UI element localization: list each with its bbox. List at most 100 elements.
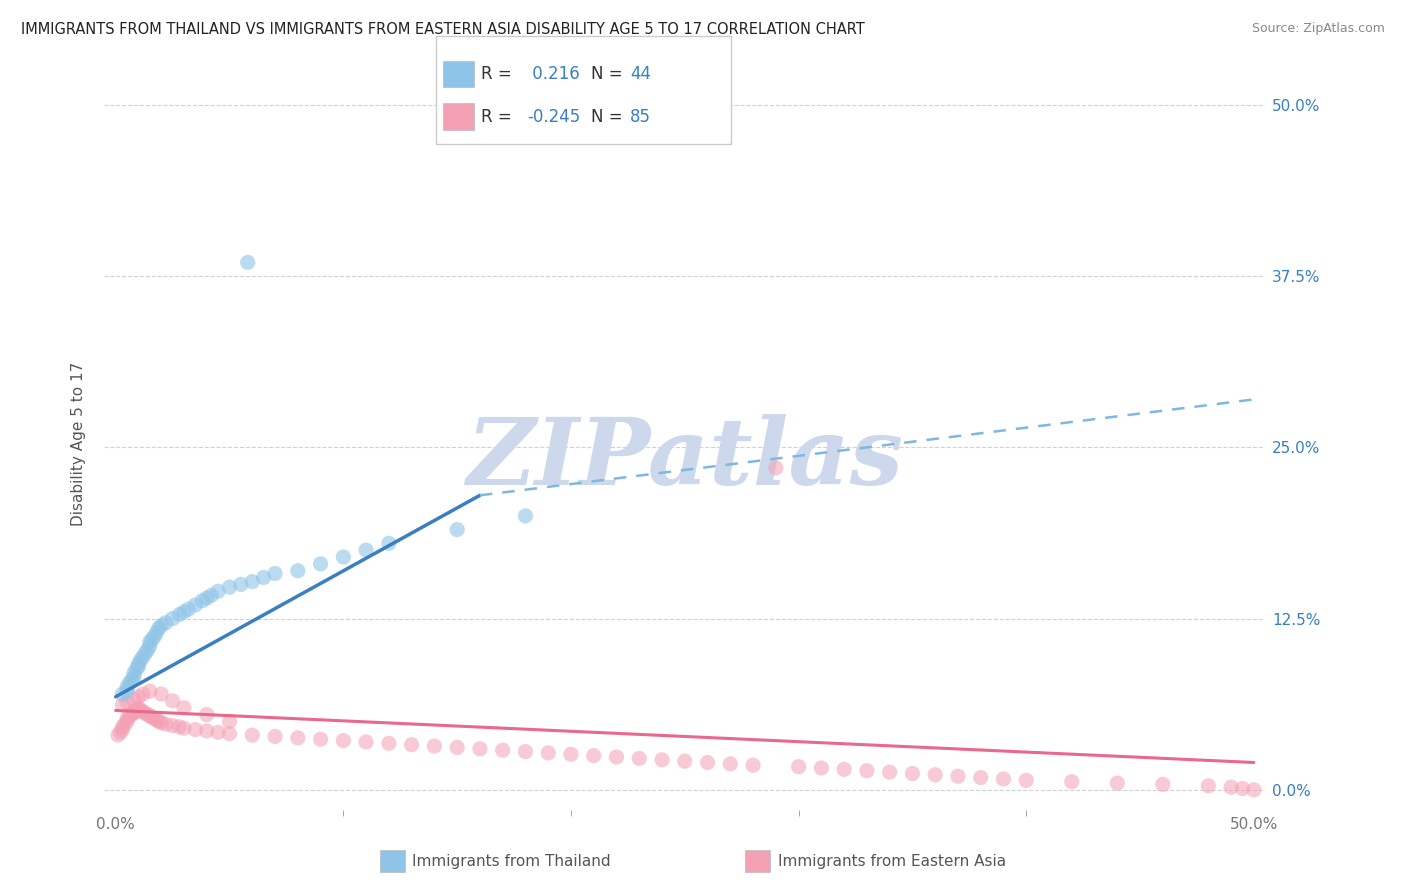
Point [787,759,810,773]
Text: -0.245: -0.245 [527,108,581,126]
Point [150,715,173,730]
Point [162,718,184,732]
Point [110,725,132,739]
Point [162,694,184,708]
Y-axis label: Disability Age 5 to 17: Disability Age 5 to 17 [72,362,86,526]
Point [115,712,138,726]
Point [309,732,332,747]
Text: Immigrants from Thailand: Immigrants from Thailand [412,855,610,869]
Point [125,703,148,717]
Point [1232,781,1254,796]
Point [184,598,207,612]
Point [155,717,177,731]
Point [132,705,155,719]
Point [143,630,166,644]
Point [236,255,259,269]
Point [169,720,191,734]
Point [191,594,214,608]
Point [136,643,159,657]
Text: N =: N = [591,65,627,83]
Point [946,769,969,783]
Point [115,684,138,698]
Point [121,673,143,688]
Point [114,717,136,731]
Point [118,709,141,723]
Point [122,706,145,721]
Point [515,745,537,759]
Point [423,739,446,753]
Point [136,707,159,722]
Point [832,763,855,777]
Point [134,706,156,721]
Point [492,743,515,757]
Point [468,741,491,756]
Point [378,736,401,750]
Point [115,680,138,694]
Point [309,557,332,571]
Text: R =: R = [481,65,517,83]
Text: 85: 85 [630,108,651,126]
Point [127,659,149,673]
Point [177,602,200,616]
Point [141,710,163,724]
Point [560,747,582,762]
Point [718,756,741,771]
Text: ZIPatlas: ZIPatlas [467,414,903,504]
Point [993,772,1015,786]
Point [856,764,879,778]
Point [354,543,377,558]
Point [1197,779,1219,793]
Point [143,712,166,726]
Point [673,754,696,768]
Point [240,574,263,589]
Point [195,723,218,738]
Point [970,771,993,785]
Point [765,461,787,475]
Point [127,657,149,671]
Point [446,740,468,755]
Point [200,588,222,602]
Point [195,591,218,606]
Point [148,714,170,729]
Point [139,684,162,698]
Text: 0.216: 0.216 [527,65,581,83]
Point [810,761,832,775]
Point [264,566,287,581]
Point [229,577,252,591]
Point [132,687,155,701]
Point [173,721,195,735]
Point [141,632,163,647]
Point [537,746,560,760]
Point [111,720,134,734]
Point [184,723,207,737]
Point [139,709,162,723]
Point [1015,773,1038,788]
Point [173,605,195,619]
Point [378,536,401,550]
Point [605,750,627,764]
Point [145,625,167,640]
Text: N =: N = [591,108,627,126]
Point [107,728,129,742]
Point [287,564,309,578]
Point [162,612,184,626]
Point [125,662,148,676]
Point [628,751,651,765]
Point [515,508,537,523]
Point [150,618,173,632]
Point [218,727,240,741]
Text: R =: R = [481,108,517,126]
Text: Source: ZipAtlas.com: Source: ZipAtlas.com [1251,22,1385,36]
Point [696,756,718,770]
Point [582,748,605,763]
Point [332,549,354,564]
Point [150,687,173,701]
Point [127,690,149,704]
Point [901,766,924,780]
Point [122,666,145,681]
Point [145,713,167,727]
Point [195,707,218,722]
Point [1060,774,1083,789]
Point [139,639,162,653]
Point [1107,776,1129,790]
